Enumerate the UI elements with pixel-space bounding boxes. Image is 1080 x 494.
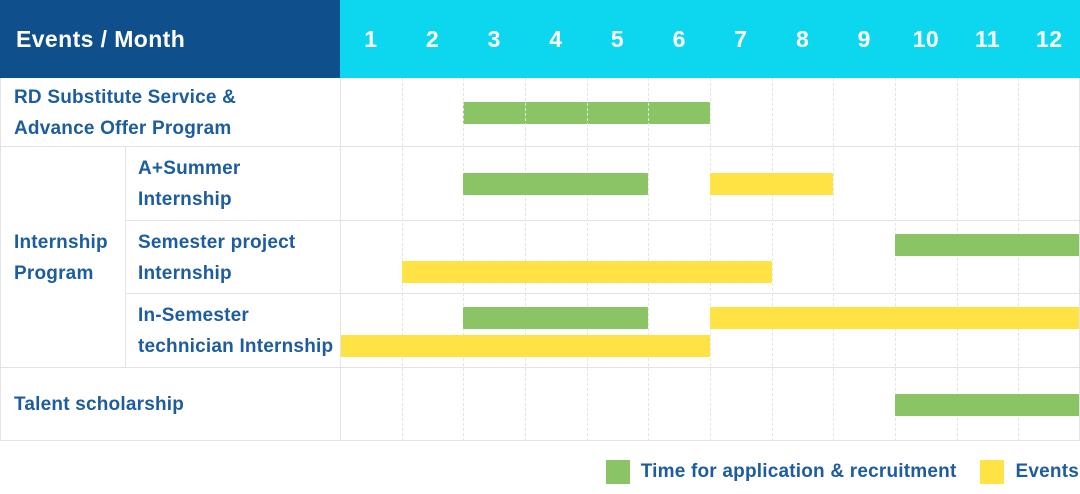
group-label-cell: Internship Program (14, 231, 108, 284)
month-header-12: 12 (1036, 25, 1063, 52)
month-header-2: 2 (425, 25, 440, 52)
application-bar (895, 394, 1080, 416)
application-bar (895, 234, 1080, 256)
month-header-7: 7 (734, 25, 748, 52)
legend-swatch-application (605, 460, 630, 484)
events-month-header-cell: Events / Month (0, 0, 340, 78)
legend-label: Time for application & recruitment (640, 461, 957, 482)
row-label-cell: A+Summer Internship (138, 158, 241, 210)
legend-item-application: Time for application & recruitment (605, 460, 957, 484)
event-bar (401, 261, 772, 283)
month-header-10: 10 (912, 25, 940, 52)
month-gridline (401, 78, 403, 441)
grid-border (125, 293, 1080, 294)
month-header-3: 3 (487, 25, 501, 52)
month-header-5: 5 (610, 25, 625, 52)
month-header-11: 11 (974, 25, 1001, 52)
grid-border (340, 78, 341, 441)
event-bar (710, 173, 834, 195)
grid-border (125, 147, 126, 368)
grid-border (0, 440, 1080, 441)
row-chart-cell (340, 221, 1080, 294)
month-gridline (956, 78, 958, 441)
event-bar (340, 335, 710, 357)
month-header-4: 4 (549, 25, 563, 52)
month-gridline (1018, 78, 1020, 441)
application-bar (463, 173, 649, 195)
month-gridline (833, 78, 835, 441)
month-gridline (525, 78, 526, 441)
row-chart-cell (340, 147, 1080, 221)
legend-label: Events (1015, 461, 1079, 482)
row-label-cell: Talent scholarship (14, 394, 185, 415)
grid-border (0, 78, 1, 441)
row-label-cell: RD Substitute Service & Advance Offer Pro… (14, 86, 237, 139)
gantt-body: RD Substitute Service & Advance Offer Pro… (0, 78, 1080, 441)
grid-border (0, 146, 1080, 147)
row-chart-cell (340, 368, 1080, 441)
grid-border (0, 367, 1080, 368)
chart-legend: Time for application & recruitment Events (0, 456, 1080, 488)
event-bar (710, 307, 1080, 329)
row-chart-cell (340, 294, 1080, 368)
month-gridline (648, 78, 650, 441)
month-gridline (586, 78, 588, 441)
month-gridline (710, 78, 711, 441)
month-header-row: 1 2 3 4 5 6 7 8 9 10 11 12 (340, 0, 1080, 78)
legend-swatch-event (980, 460, 1005, 484)
month-gridline (771, 78, 773, 441)
month-header-1: 1 (364, 25, 378, 52)
month-header-9: 9 (857, 25, 871, 52)
application-bar (463, 307, 649, 329)
month-gridline (895, 78, 896, 441)
month-header-8: 8 (795, 25, 810, 52)
month-header-6: 6 (672, 25, 686, 52)
row-label-cell: In-Semester technician Internship (138, 305, 334, 357)
legend-item-event: Events (980, 460, 1079, 484)
grid-border (125, 220, 1080, 221)
month-gridline (463, 78, 465, 441)
row-label-cell: Semester project Internship (138, 231, 296, 284)
